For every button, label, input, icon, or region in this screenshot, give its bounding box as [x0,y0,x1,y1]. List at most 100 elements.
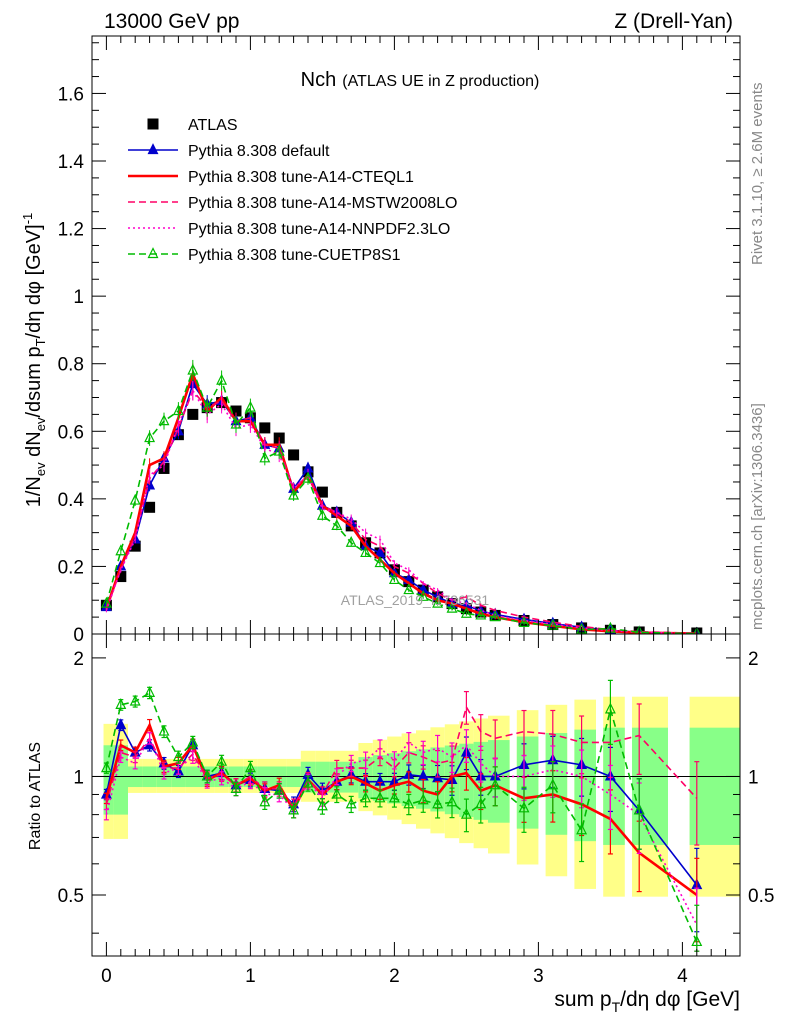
band-inner [689,727,740,845]
main-y-axis-label: 1/Nev dNev/dsum pT/dη dφ [GeV]-1 [20,213,48,508]
ratio-y-tick-label-right: 0.5 [748,886,774,907]
data-point-triangle [360,546,372,558]
series-line [105,368,697,634]
data-point-triangle [201,769,213,781]
main-plot-area [100,359,703,634]
data-point-triangle [144,431,156,443]
data-point-triangle [460,606,472,618]
legend-item-1: Pythia 8.308 default [128,143,330,160]
ratio-y-tick-label: 1 [73,767,84,788]
data-point-triangle [147,143,159,155]
x-tick-label: 4 [677,966,688,987]
data-point-triangle [403,797,415,809]
data-point-triangle [693,626,701,634]
data-point-triangle [288,803,300,815]
data-point-triangle [187,363,199,375]
data-point-square [259,422,271,434]
data-point-triangle [273,783,285,795]
ratio-line [105,691,698,943]
axes: 0 0.2 0.4 0.6 0.8 1 1.2 1.4 1.6 0 1 2 3 4 0.5 0.5 1 1 2 2 [58,36,774,987]
data-point-triangle [475,797,487,809]
data-point-triangle [403,583,415,595]
legend-label: Pythia 8.308 tune-CUETP8S1 [188,247,401,264]
data-point-square [147,118,159,130]
data-point-triangle [115,544,127,556]
ratio-y-tick-label-right: 2 [748,649,759,670]
ratio-plot-frame [91,633,741,957]
data-point-triangle [100,761,112,773]
main-y-tick-label: 1 [73,287,84,308]
data-point-triangle [187,735,199,747]
ratio-y-axis-label: Ratio to ATLAS [27,742,44,850]
legend-label: ATLAS [188,117,238,134]
main-series-5 [100,359,701,634]
data-point-triangle [691,935,703,947]
data-point-triangle [345,797,357,809]
series-line [105,369,697,634]
legend: ATLAS Pythia 8.308 default Pythia 8.308 tu… [128,117,457,264]
data-point-triangle [446,601,458,613]
data-point-triangle [331,519,343,530]
main-y-tick-label: 0.6 [58,422,84,443]
data-point-triangle [288,488,300,500]
legend-item-2: Pythia 8.308 tune-A14-CTEQL1 [128,169,414,186]
data-point-square [129,540,141,552]
main-y-tick-label: 1.4 [58,152,85,173]
mcplots-credit-label: mcplots.cern.ch [arXiv:1306.3436] [749,403,766,630]
header-right-label: Z (Drell-Yan) [614,10,733,33]
main-y-tick-label: 1.2 [58,220,84,241]
data-point-square [316,486,328,498]
ratio-plot-area [100,679,703,952]
band-inner [488,740,510,823]
data-point-triangle [388,791,400,803]
data-point-triangle [432,797,444,809]
data-point-triangle [201,400,213,412]
ratio-line [105,721,698,897]
data-point-triangle [417,589,429,601]
x-axis-label: sum pT/dη dφ [GeV] [554,988,740,1015]
x-tick-label: 3 [533,966,544,987]
data-point-triangle [374,556,386,568]
data-point-triangle [360,791,372,803]
data-point-triangle [489,610,501,622]
analysis-watermark: ATLAS_2019_I1736531 [341,592,490,608]
legend-item-4: Pythia 8.308 tune-A14-NNPDF2.3LO [128,221,450,238]
data-point-triangle [230,782,242,793]
band-inner [315,761,330,793]
data-point-triangle [259,795,271,807]
data-point-triangle [244,400,256,412]
data-point-square [144,501,156,513]
ratio-y-tick-label: 2 [73,649,84,670]
data-point-triangle [158,724,170,736]
band-inner [103,745,114,815]
data-point-triangle [547,778,559,790]
x-tick-label: 0 [101,966,112,987]
data-point-triangle [302,776,314,788]
main-y-tick-label: 0.4 [58,490,85,511]
main-y-tick-label: 1.6 [58,84,84,105]
data-point-triangle [446,795,458,807]
legend-label: Pythia 8.308 default [188,143,330,160]
legend-item-0: ATLAS [147,117,238,134]
legend-label: Pythia 8.308 tune-A14-CTEQL1 [188,169,414,186]
data-point-triangle [331,787,343,799]
main-y-tick-label: 0 [73,625,84,646]
data-point-triangle [230,417,242,429]
chart-title-main: Nch [301,69,337,91]
data-point-square [187,408,199,420]
data-point-triangle [518,801,530,813]
data-point-triangle [316,508,328,520]
data-point-triangle [634,625,644,634]
chart-title-sub: (ATLAS UE in Z production) [342,73,539,90]
data-point-triangle [129,694,141,706]
ratio-line [105,705,698,808]
header-left-label: 13000 GeV pp [104,10,239,33]
band-inner [603,727,625,845]
data-point-triangle [345,535,357,547]
data-point-triangle [388,573,400,585]
data-point-triangle [316,799,328,811]
band-inner [574,729,596,842]
data-point-triangle [604,702,616,714]
band-inner [632,727,668,845]
data-point-triangle [489,778,501,790]
